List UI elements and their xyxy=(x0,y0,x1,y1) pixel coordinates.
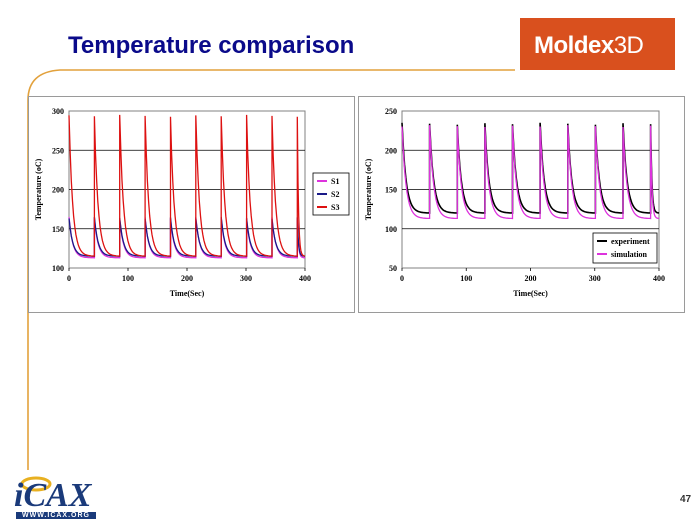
series-line-simulation xyxy=(401,125,659,220)
x-axis-label: Time(Sec) xyxy=(170,289,205,298)
moldex3d-logo-text: Moldex3D xyxy=(534,32,644,60)
y-tick-label: 150 xyxy=(385,186,397,195)
series-line-s2 xyxy=(68,216,305,257)
y-tick-label: 150 xyxy=(52,225,64,234)
brand-main: Moldex xyxy=(534,32,614,59)
x-tick-label: 200 xyxy=(181,274,193,283)
x-axis-label: Time(Sec) xyxy=(513,289,548,298)
x-tick-label: 300 xyxy=(240,274,252,283)
legend-label: experiment xyxy=(611,237,650,246)
y-axis-label: Temperature (oC) xyxy=(34,158,43,220)
x-tick-label: 400 xyxy=(299,274,311,283)
chart-panel-right: 50 100 150 200 250 0 100 200 300 400 Time(Sec) Temp… xyxy=(358,96,685,313)
x-tick-label: 100 xyxy=(460,274,472,283)
y-tick-label: 50 xyxy=(389,264,397,273)
y-tick-label: 100 xyxy=(385,225,397,234)
series-line-experiment xyxy=(401,122,660,214)
icax-logo-icon: iCAX xyxy=(14,476,93,514)
x-tick-label: 0 xyxy=(67,274,71,283)
y-axis-label: Temperature (oC) xyxy=(364,158,373,220)
brand-suffix: 3D xyxy=(613,32,644,59)
y-tick-label: 100 xyxy=(52,264,64,273)
footer-url: WWW.ICAX.ORG xyxy=(16,512,96,519)
series-line-s1 xyxy=(68,216,306,259)
x-tick-label: 100 xyxy=(122,274,134,283)
chart-panel-left: 100 150 200 250 300 0 100 200 300 400 Time(Sec) Tem… xyxy=(28,96,355,313)
slide-title: Temperature comparison xyxy=(68,32,355,59)
x-tick-label: 0 xyxy=(400,274,404,283)
legend-box xyxy=(592,232,658,264)
x-tick-label: 300 xyxy=(589,274,601,283)
y-tick-label: 250 xyxy=(52,146,64,155)
x-tick-label: 200 xyxy=(525,274,537,283)
experiment-vs-simulation-chart: 50 100 150 200 250 0 100 200 300 400 Time(Sec) Temp… xyxy=(364,107,665,298)
moldex3d-logo: Moldex3D xyxy=(520,18,675,70)
y-tick-label: 250 xyxy=(385,107,397,116)
legend-label: S1 xyxy=(331,177,339,186)
y-tick-label: 200 xyxy=(52,186,64,195)
x-tick-label: 400 xyxy=(653,274,665,283)
y-tick-label: 200 xyxy=(385,146,397,155)
page-number: 47 xyxy=(680,494,692,505)
series-line-s3 xyxy=(68,114,306,257)
legend-label: simulation xyxy=(611,250,648,259)
y-tick-label: 300 xyxy=(52,107,64,116)
legend-label: S3 xyxy=(331,203,339,212)
footer-logo-text: iCAX xyxy=(14,477,93,514)
legend-label: S2 xyxy=(331,190,339,199)
